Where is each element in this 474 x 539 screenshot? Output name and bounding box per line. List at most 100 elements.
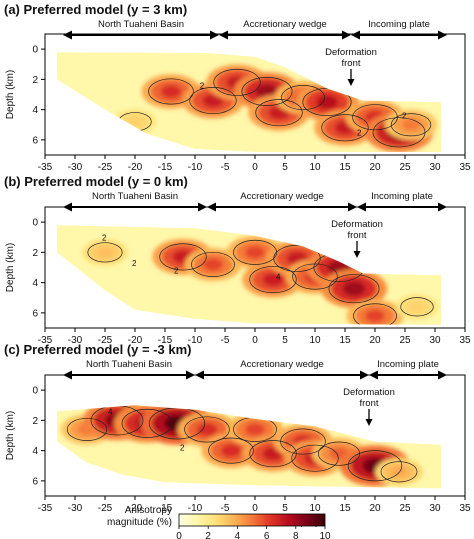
anomaly-core xyxy=(245,423,265,436)
x-tick-label: 30 xyxy=(429,335,441,346)
colorbar-label: magnitude (%) xyxy=(107,517,172,528)
contour-line xyxy=(353,303,397,325)
contour-line xyxy=(328,274,380,304)
contour-line xyxy=(321,114,369,142)
contour-line xyxy=(347,450,403,482)
anomaly-core xyxy=(342,281,366,296)
contour-label: 2 xyxy=(357,128,362,137)
anomaly-core xyxy=(409,302,425,312)
y-tick-label: 0 xyxy=(32,218,38,229)
y-tick-label: 2 xyxy=(32,416,38,427)
colorbar-tick-label: 6 xyxy=(264,531,270,539)
region-arrow xyxy=(219,30,351,40)
x-tick-label: -5 xyxy=(221,335,230,346)
x-tick-label: 20 xyxy=(369,503,381,514)
region-arrow xyxy=(351,30,447,40)
y-axis-label: Depth (km) xyxy=(5,411,16,460)
contour-label: 2 xyxy=(200,81,205,90)
region-label: Accretionary wedge xyxy=(240,359,323,370)
contour-line xyxy=(208,437,254,464)
contour-line xyxy=(213,68,261,96)
contour-label: 4 xyxy=(276,273,281,282)
anomaly-core xyxy=(127,116,143,127)
anomaly-core xyxy=(316,95,338,110)
x-tick-label: 0 xyxy=(252,335,258,346)
contour-line xyxy=(352,104,398,131)
contour-line xyxy=(66,417,108,441)
contour-label: 2 xyxy=(132,259,137,268)
x-tick-label: 10 xyxy=(309,335,321,346)
colorbar-tick-label: 0 xyxy=(176,531,182,539)
y-tick-label: 4 xyxy=(32,278,38,289)
contour-label: 4 xyxy=(108,407,113,416)
colorbar-tick-label: 4 xyxy=(235,531,241,539)
region-label: Accretionary wedge xyxy=(243,19,326,30)
anomaly-core xyxy=(365,309,385,323)
region-arrow xyxy=(63,202,207,212)
region-arrow xyxy=(63,370,195,380)
x-tick-label: -25 xyxy=(98,503,113,514)
deformation-front-label: Deformation xyxy=(325,47,377,58)
anomaly-core xyxy=(220,444,242,458)
anomaly-core xyxy=(262,272,284,287)
x-tick-label: 35 xyxy=(459,335,471,346)
x-tick-label: 25 xyxy=(399,503,411,514)
x-tick-label: -15 xyxy=(158,162,173,173)
contour-label: 2 xyxy=(102,233,107,242)
anomaly-core xyxy=(97,247,113,258)
x-tick-label: -10 xyxy=(188,162,203,173)
anomaly-core xyxy=(402,118,420,131)
colorbar-tick-label: 8 xyxy=(293,531,299,539)
x-tick-label: -10 xyxy=(188,503,203,514)
y-tick-label: 6 xyxy=(32,135,38,146)
x-tick-label: -20 xyxy=(128,162,143,173)
contour-line xyxy=(281,85,325,111)
colorbar-label: Anisotropy xyxy=(125,505,172,516)
x-tick-label: 15 xyxy=(339,335,351,346)
contour-label: 2 xyxy=(180,444,185,453)
panel-title: (b) Preferred model (y = 0 km) xyxy=(4,174,188,189)
x-tick-label: 10 xyxy=(309,162,321,173)
region-arrow xyxy=(195,370,369,380)
region-label: Incoming plate xyxy=(371,191,433,202)
region-label: Incoming plate xyxy=(368,19,430,30)
region-arrow xyxy=(357,202,447,212)
x-tick-label: 5 xyxy=(282,162,288,173)
y-axis-label: Depth (km) xyxy=(5,243,16,292)
region-label: North Tuaheni Basin xyxy=(92,191,178,202)
anomaly-core xyxy=(390,466,408,478)
deformation-front-arrowhead xyxy=(347,79,355,86)
x-tick-label: 5 xyxy=(282,503,288,514)
x-tick-label: -35 xyxy=(38,335,53,346)
x-tick-label: -5 xyxy=(221,162,230,173)
deformation-front-label: front xyxy=(359,398,378,409)
contour-line xyxy=(241,76,293,106)
contour-label: 2 xyxy=(174,267,179,276)
contour-line xyxy=(400,297,434,317)
deformation-front-arrowhead xyxy=(365,419,373,426)
x-tick-label: -25 xyxy=(98,335,113,346)
x-tick-label: -20 xyxy=(128,503,143,514)
x-tick-label: 35 xyxy=(459,503,471,514)
contour-line xyxy=(191,251,235,277)
panel-1: (a) Preferred model (y = 3 km) 2 2 2 North T… xyxy=(4,2,471,173)
x-tick-label: 20 xyxy=(369,162,381,173)
y-tick-label: 6 xyxy=(32,476,38,487)
anomaly-core xyxy=(245,246,265,259)
deformation-front-label: front xyxy=(347,230,366,241)
x-tick-label: 15 xyxy=(339,162,351,173)
contour-line xyxy=(390,113,432,137)
region-arrow xyxy=(207,202,357,212)
x-tick-label: 25 xyxy=(399,335,411,346)
x-tick-label: -35 xyxy=(38,162,53,173)
x-tick-label: 10 xyxy=(309,503,321,514)
x-tick-label: -30 xyxy=(68,162,83,173)
contour-line xyxy=(380,461,418,483)
x-tick-label: 30 xyxy=(429,503,441,514)
y-tick-label: 4 xyxy=(32,105,38,116)
contour-line xyxy=(291,444,339,472)
contour-line xyxy=(255,99,303,127)
anisotropy-field xyxy=(57,52,441,152)
region-label: Incoming plate xyxy=(377,359,439,370)
